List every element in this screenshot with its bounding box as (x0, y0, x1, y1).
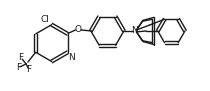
Text: F: F (26, 65, 32, 74)
Text: F: F (16, 63, 21, 72)
Text: F: F (19, 53, 24, 62)
Text: N: N (69, 53, 75, 62)
Text: N: N (131, 26, 138, 35)
Text: O: O (75, 25, 82, 34)
Text: Cl: Cl (41, 15, 50, 24)
